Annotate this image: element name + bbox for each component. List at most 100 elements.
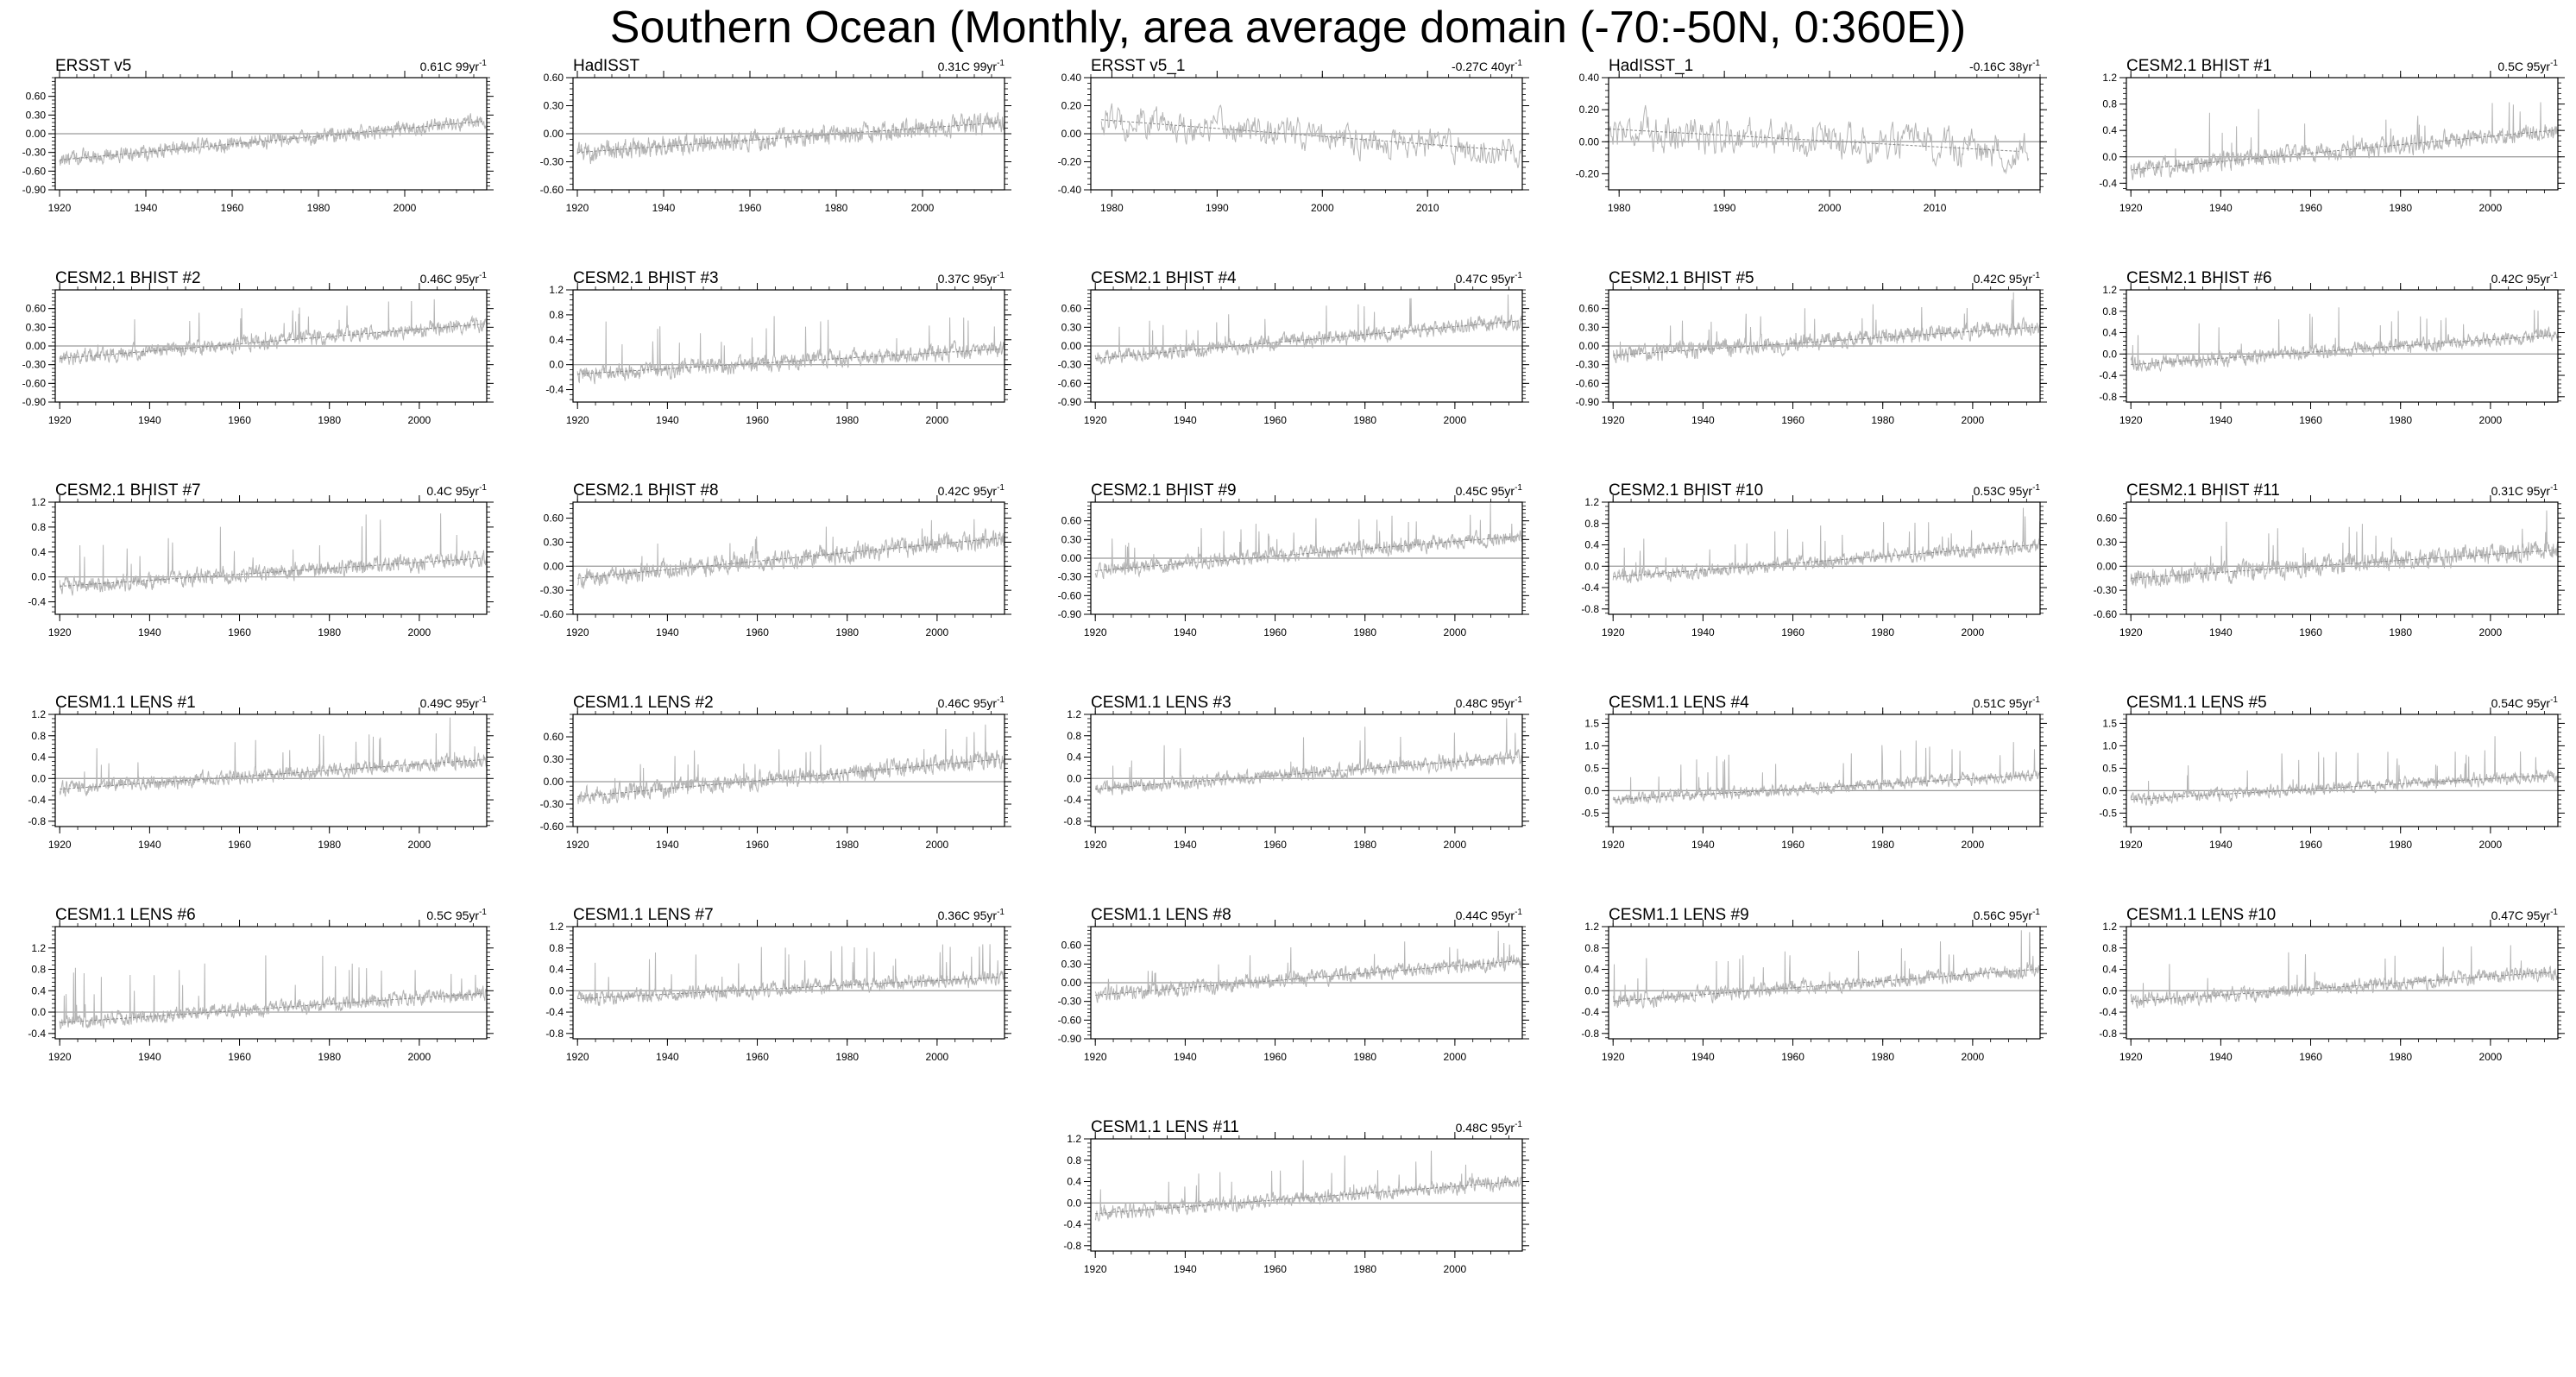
panel-trend-label: 0.5C 95yr-1 [426, 908, 487, 922]
y-tick-label: -0.4 [28, 794, 46, 806]
x-tick-label: 1980 [835, 626, 859, 638]
plot-frame [1090, 1138, 1523, 1252]
page-title: Southern Ocean (Monthly, area average do… [609, 3, 1967, 53]
x-tick-label: 2000 [1444, 839, 1467, 851]
x-tick-label: 1920 [566, 414, 589, 426]
x-tick-label: 1940 [138, 839, 161, 851]
x-tick-label: 2000 [408, 626, 431, 638]
trend-line [1095, 757, 1518, 790]
chart-panel: CESM1.1 LENS #10 0.47C 95yr-1 1.2 0.8 0.4 0.0… [2099, 906, 2565, 1063]
y-tick-label: -0.30 [2094, 584, 2118, 596]
plot-frame [1090, 714, 1523, 827]
chart-panel: CESM2.1 BHIST #5 0.42C 95yr-1 0.60 0.30 0.00… [1576, 269, 2047, 426]
y-tick-label: 0.5 [2102, 762, 2117, 774]
y-tick-label: -0.30 [1058, 359, 1082, 371]
x-tick-label: 1940 [138, 626, 161, 638]
series-line [59, 717, 488, 797]
y-tick-label: 0.4 [31, 984, 46, 997]
trend-line [1613, 326, 2036, 356]
x-tick-label: 1920 [1084, 626, 1107, 638]
y-tick-label: -0.60 [2094, 608, 2118, 620]
plot-frame [2126, 77, 2559, 191]
x-tick-label: 2000 [2479, 626, 2503, 638]
x-tick-label: 2000 [2479, 839, 2503, 851]
y-tick-label: 0.0 [2102, 348, 2117, 360]
chart-panel: CESM1.1 LENS #9 0.56C 95yr-1 1.2 0.8 0.4 0.0 -… [1581, 906, 2047, 1063]
x-tick-label: 2000 [1444, 626, 1467, 638]
y-tick-label: -0.60 [540, 608, 564, 620]
panel-title: CESM1.1 LENS #3 [1091, 694, 1231, 712]
y-tick-label: 0.0 [1584, 560, 1599, 572]
x-tick-label: 1940 [1174, 1263, 1197, 1275]
x-tick-label: 1990 [1206, 202, 1229, 214]
y-tick-label: -0.60 [1058, 377, 1082, 389]
trend-line [1095, 1181, 1518, 1215]
y-tick-label: -0.60 [540, 821, 564, 833]
y-tick-label: 0.0 [1067, 772, 1081, 784]
plot-frame [54, 501, 488, 615]
y-tick-label: 0.00 [1579, 135, 1600, 148]
panel-title: CESM1.1 LENS #2 [573, 694, 714, 712]
panel-trend-label: 0.53C 95yr-1 [1974, 483, 2041, 498]
y-tick-label: -0.30 [22, 147, 47, 159]
panel-title: ERSST v5_1 [1091, 57, 1185, 75]
chart-panel: ERSST v5_1 -0.27C 40yr-1 0.40 0.20 0.00 -0.20… [1058, 57, 1529, 214]
panel-title: CESM2.1 BHIST #7 [55, 481, 201, 500]
x-tick-label: 1940 [652, 202, 676, 214]
plot-frame [2126, 926, 2559, 1040]
panel-trend-label: 0.31C 95yr-1 [2491, 483, 2559, 498]
trend-line [1095, 536, 1518, 571]
panel-title: ERSST v5 [55, 57, 131, 75]
x-tick-label: 1960 [746, 1051, 769, 1063]
y-tick-label: -0.8 [1581, 603, 1599, 615]
x-tick-label: 2010 [1924, 202, 1947, 214]
y-tick-label: 0.0 [549, 984, 564, 997]
chart-panel: CESM2.1 BHIST #4 0.47C 95yr-1 0.60 0.30 0.00… [1058, 269, 1529, 426]
y-tick-label: 0.4 [2102, 124, 2117, 136]
chart-panel: CESM1.1 LENS #8 0.44C 95yr-1 0.60 0.30 0.00 -… [1058, 906, 1529, 1063]
y-tick-label: 0.30 [544, 536, 564, 548]
x-tick-label: 1960 [228, 1051, 251, 1063]
trend-line [1608, 128, 2019, 152]
panel-title: CESM1.1 LENS #9 [1609, 906, 1749, 924]
panel-trend-label: 0.47C 95yr-1 [1456, 271, 1523, 286]
series-line [1613, 292, 2041, 363]
x-tick-label: 1980 [835, 1051, 859, 1063]
plot-frame [1608, 77, 2041, 191]
chart-panel: CESM2.1 BHIST #6 0.42C 95yr-1 1.2 0.8 0.4 0.0… [2099, 269, 2565, 426]
y-tick-label: 0.60 [1061, 515, 1082, 527]
x-tick-label: 1920 [566, 1051, 589, 1063]
series-line [1612, 930, 2040, 1009]
y-tick-label: -0.60 [1058, 589, 1082, 601]
series-line [576, 519, 1005, 589]
x-tick-label: 1920 [566, 626, 589, 638]
y-tick-label: -0.20 [1576, 167, 1600, 179]
series-line [576, 724, 1005, 805]
x-tick-label: 1960 [1263, 839, 1287, 851]
x-tick-label: 2000 [1311, 202, 1334, 214]
y-tick-label: 0.30 [544, 100, 564, 112]
chart-panel: CESM2.1 BHIST #9 0.45C 95yr-1 0.60 0.30 0.00… [1058, 481, 1529, 638]
x-tick-label: 1920 [566, 839, 589, 851]
plot-frame [54, 926, 488, 1040]
series-line [2130, 945, 2559, 1009]
y-tick-label: 0.00 [2097, 560, 2118, 572]
trend-line [577, 977, 1000, 1000]
y-tick-label: 0.8 [2102, 98, 2117, 110]
x-tick-label: 1940 [1174, 839, 1197, 851]
y-tick-label: -0.90 [22, 184, 47, 196]
x-tick-label: 1940 [1691, 1051, 1715, 1063]
panel-trend-label: 0.37C 95yr-1 [938, 271, 1005, 286]
x-tick-label: 1980 [1353, 1263, 1376, 1275]
x-tick-label: 1990 [1713, 202, 1736, 214]
x-tick-label: 2000 [926, 414, 949, 426]
y-tick-label: -0.60 [22, 377, 47, 389]
y-tick-label: -0.8 [28, 815, 46, 827]
trend-line [1613, 774, 2036, 801]
y-tick-label: 1.2 [1067, 1133, 1081, 1145]
y-tick-label: 0.00 [544, 776, 564, 788]
x-tick-label: 2000 [2479, 414, 2503, 426]
x-tick-label: 1960 [2299, 839, 2322, 851]
x-tick-label: 1940 [656, 414, 679, 426]
